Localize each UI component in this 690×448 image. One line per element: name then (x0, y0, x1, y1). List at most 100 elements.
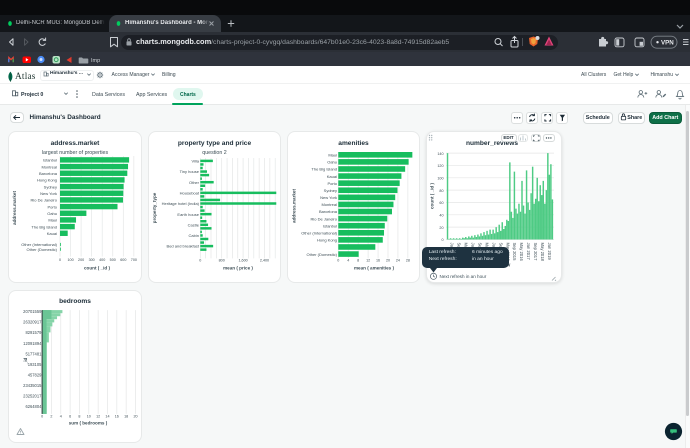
svg-text:Tiny house: Tiny house (179, 169, 199, 174)
svg-text:address.market: address.market (12, 190, 17, 224)
svg-text:largest number of properties: largest number of properties (41, 150, 108, 156)
svg-text:Hong Kong: Hong Kong (36, 177, 56, 182)
svg-text:Jan 2019: Jan 2019 (547, 242, 552, 260)
svg-text:Sep 2015: Sep 2015 (512, 242, 517, 261)
svg-text:property type and price: property type and price (177, 140, 251, 147)
svg-text:count ( _id ): count ( _id ) (83, 265, 109, 270)
svg-text:8: 8 (78, 415, 80, 419)
svg-text:100: 100 (437, 176, 443, 180)
svg-text:New York: New York (40, 190, 57, 195)
svg-text:Rio De Janeiro: Rio De Janeiro (30, 197, 57, 202)
svg-text:Barcelona: Barcelona (38, 170, 57, 175)
svg-text:Imp: Imp (91, 58, 100, 64)
svg-text:500: 500 (109, 257, 115, 261)
svg-text:Jan 2017: Jan 2017 (526, 242, 531, 260)
svg-text:Sydney: Sydney (43, 184, 56, 189)
svg-text:20: 20 (133, 415, 137, 419)
svg-text:120: 120 (437, 164, 443, 168)
svg-text:Other (Domestic): Other (Domestic) (306, 251, 337, 256)
svg-text:6: 6 (69, 415, 71, 419)
svg-text:The Big Island: The Big Island (311, 166, 337, 171)
svg-text:Porto: Porto (327, 180, 337, 185)
svg-text:Rio De Janeiro: Rio De Janeiro (310, 216, 337, 221)
svg-text:Istanbul: Istanbul (322, 223, 336, 228)
svg-text:300: 300 (88, 257, 94, 261)
svg-text:4: 4 (59, 415, 61, 419)
svg-text:Heritage hotel (India): Heritage hotel (India) (161, 201, 199, 206)
svg-text:26320917: 26320917 (23, 320, 42, 325)
svg-text:Montreal: Montreal (321, 202, 337, 207)
svg-text:Other (International): Other (International) (301, 230, 337, 235)
svg-text:193105: 193105 (27, 362, 41, 367)
svg-text:600: 600 (120, 257, 126, 261)
svg-text:Istanbul: Istanbul (42, 157, 56, 162)
svg-text:5177481: 5177481 (25, 351, 42, 356)
svg-text:24: 24 (395, 258, 399, 262)
svg-text:VPN: VPN (661, 39, 674, 46)
svg-text:mean ( amenities ): mean ( amenities ) (353, 265, 394, 270)
svg-text:Hong Kong: Hong Kong (316, 237, 336, 242)
svg-text:20701559: 20701559 (23, 309, 42, 314)
svg-text:140: 140 (437, 151, 443, 155)
svg-text:sum ( bedrooms ): sum ( bedrooms ) (68, 421, 107, 426)
svg-text:400: 400 (99, 257, 105, 261)
svg-text:457829: 457829 (27, 373, 41, 378)
svg-text:6264804: 6264804 (25, 404, 42, 409)
svg-text:The Big Island: The Big Island (31, 224, 57, 229)
svg-text:8: 8 (357, 258, 359, 262)
svg-text:Other: Other (188, 179, 199, 184)
svg-text:60: 60 (439, 201, 443, 205)
svg-text:2,400: 2,400 (259, 258, 268, 262)
svg-text:Cabin: Cabin (188, 233, 198, 238)
svg-text:2: 2 (50, 415, 52, 419)
svg-text:0: 0 (199, 258, 201, 262)
svg-text:28: 28 (405, 258, 409, 262)
svg-text:_id: _id (23, 357, 28, 365)
svg-text:Castle: Castle (187, 222, 199, 227)
svg-text:40: 40 (439, 213, 443, 217)
svg-text:20: 20 (439, 225, 443, 229)
svg-text:23435015: 23435015 (23, 383, 42, 388)
svg-text:question 2: question 2 (202, 150, 226, 156)
svg-text:Porto: Porto (47, 204, 57, 209)
svg-text:New York: New York (320, 195, 337, 200)
svg-text:18: 18 (124, 415, 128, 419)
svg-text:12: 12 (366, 258, 370, 262)
svg-text:Barcelona: Barcelona (318, 209, 337, 214)
svg-text:address.market: address.market (50, 140, 100, 147)
svg-text:number_reviews: number_reviews (465, 140, 517, 147)
svg-text:Oahu: Oahu (327, 159, 337, 164)
svg-text:Maui: Maui (328, 152, 337, 157)
svg-text:Kauai: Kauai (46, 230, 56, 235)
svg-text:Villa: Villa (191, 158, 199, 163)
svg-text:200: 200 (78, 257, 84, 261)
svg-text:0: 0 (41, 415, 43, 419)
svg-text:12091894: 12091894 (23, 341, 42, 346)
svg-text:property_type: property_type (152, 192, 157, 223)
svg-text:count ( _id ): count ( _id ) (429, 182, 434, 208)
svg-text:Montreal: Montreal (41, 164, 57, 169)
svg-text:Bed and breakfast: Bed and breakfast (166, 243, 199, 248)
svg-text:800: 800 (218, 258, 224, 262)
svg-text:May 2018: May 2018 (540, 242, 545, 261)
svg-text:20: 20 (385, 258, 389, 262)
svg-text:Sydney: Sydney (323, 187, 336, 192)
svg-text:Earth house: Earth house (177, 211, 199, 216)
svg-text:May 2016: May 2016 (519, 242, 524, 261)
svg-text:700: 700 (130, 257, 136, 261)
svg-text:Other (Domestic): Other (Domestic) (26, 246, 57, 251)
svg-text:0: 0 (441, 238, 443, 242)
svg-text:Other (International): Other (International) (21, 242, 57, 247)
svg-text:Houseboat: Houseboat (179, 190, 199, 195)
svg-text:amenities: amenities (338, 140, 369, 147)
svg-text:10: 10 (86, 415, 90, 419)
svg-text:0: 0 (337, 258, 339, 262)
svg-text:14: 14 (105, 415, 109, 419)
svg-text:Oahu: Oahu (47, 210, 57, 215)
svg-text:80: 80 (439, 188, 443, 192)
svg-text:4: 4 (347, 258, 349, 262)
svg-text:Sep 2017: Sep 2017 (533, 242, 538, 261)
svg-text:Maui: Maui (48, 217, 57, 222)
svg-text:12: 12 (96, 415, 100, 419)
svg-text:address.market: address.market (291, 188, 296, 222)
